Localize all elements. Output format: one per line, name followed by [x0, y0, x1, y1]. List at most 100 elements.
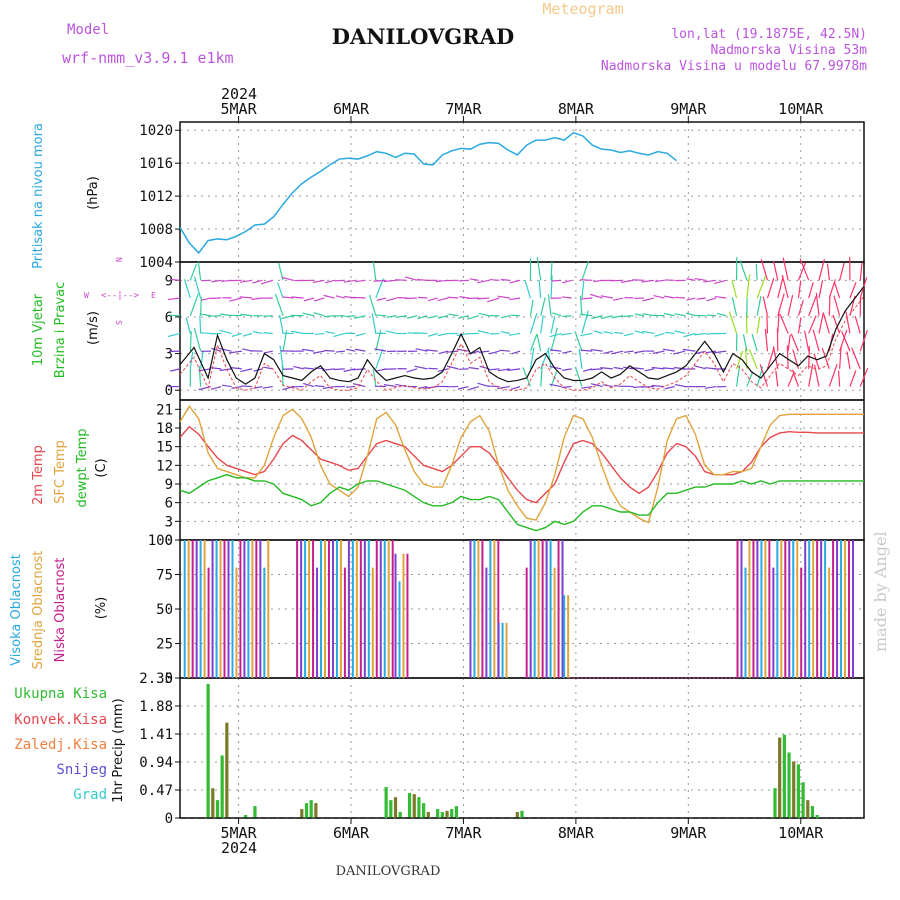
wind-barb — [209, 367, 222, 370]
wind-barb — [425, 349, 438, 352]
wind-barb — [231, 314, 242, 317]
wind-barb — [210, 385, 222, 390]
wind-barb — [579, 295, 583, 316]
wind-barb — [325, 279, 335, 284]
wind-barb — [686, 278, 696, 281]
wind-barb — [760, 259, 769, 281]
wind-barb — [797, 317, 802, 334]
wind-barb — [281, 276, 294, 281]
top-year: 2024 — [221, 85, 257, 103]
wind-barb — [313, 312, 325, 317]
precip-bar — [801, 782, 805, 818]
y-tick-label: 1.41 — [139, 727, 173, 743]
wind-barb — [198, 385, 212, 391]
wind-barb — [415, 348, 428, 352]
wind-barb — [497, 295, 510, 299]
wind-barb — [694, 277, 706, 281]
wind-barb — [448, 313, 459, 317]
wind-barb — [818, 258, 825, 281]
precip-legend-freezing: Zaledj.Kisa — [14, 737, 107, 753]
wind-barb — [540, 297, 546, 316]
wind-legend-n: N — [115, 257, 124, 262]
wind-barb — [241, 385, 253, 388]
wind-barb — [199, 313, 212, 317]
wind-barb — [529, 312, 538, 334]
wind-barb — [486, 297, 500, 303]
precip-bar — [454, 806, 459, 818]
wind-barb — [201, 297, 212, 301]
wind-barb — [841, 331, 851, 352]
wind-barb — [731, 279, 738, 299]
model-label: Model — [67, 22, 109, 38]
wind-gust-line — [179, 295, 865, 391]
y-tick-label: 0 — [165, 533, 173, 549]
wind-barb — [580, 297, 593, 300]
wind-barb — [477, 382, 490, 388]
wind-barb — [468, 366, 479, 370]
precip-bar — [520, 810, 524, 818]
wind-barb — [220, 313, 232, 317]
wind-barb — [551, 279, 562, 282]
wind-barb — [303, 297, 315, 302]
wind-barb — [263, 366, 273, 370]
wind-barb — [581, 310, 589, 334]
precip-bar — [304, 803, 309, 818]
wind-barb — [280, 315, 294, 320]
wind-barb — [263, 332, 273, 335]
wind-barb — [562, 368, 572, 371]
wind-barb — [302, 312, 315, 317]
wind-barb — [662, 367, 675, 370]
wind-barb — [218, 347, 232, 352]
wind-barb — [200, 350, 204, 369]
wind-barb — [427, 297, 438, 302]
wind-barb — [641, 279, 655, 283]
wind-barb — [507, 368, 521, 372]
wind-barb — [808, 315, 817, 334]
cloud-ylabel-3: Niska Oblacnost — [53, 558, 68, 663]
wind-barb — [536, 257, 542, 281]
wind-barb — [764, 328, 769, 352]
wind-barb — [716, 312, 727, 317]
precip-bar — [243, 815, 248, 818]
y-tick-label: 1008 — [139, 222, 173, 238]
wind-barb — [854, 316, 861, 334]
wind-barb — [418, 296, 428, 299]
temp-line-sfc — [179, 404, 864, 524]
wind-barb — [374, 348, 387, 352]
wind-barb — [822, 313, 830, 334]
wind-barb — [552, 312, 562, 317]
wind-barb — [808, 296, 817, 316]
wind-barb — [313, 350, 325, 354]
wind-barb — [797, 262, 807, 281]
wind-barb — [731, 297, 738, 316]
wind-barb — [632, 279, 644, 281]
wind-barb — [313, 297, 325, 302]
wind-barb — [818, 312, 824, 334]
wind-barb — [252, 330, 263, 335]
wind-barb — [772, 346, 779, 369]
wind-barb — [756, 296, 762, 316]
wind-barb — [438, 350, 449, 355]
wind-barb — [278, 314, 284, 334]
wind-barb — [508, 332, 521, 336]
wind-barb — [634, 313, 644, 317]
bottom-date-label: 10MAR — [778, 824, 824, 842]
wind-barb — [467, 315, 480, 320]
pressure-ylabel: Pritisak na nivou mora — [31, 123, 46, 269]
wind-barb — [314, 385, 325, 388]
wind-barb — [562, 350, 572, 354]
wind-barb — [386, 330, 397, 335]
bottom-date-label: 8MAR — [558, 824, 595, 842]
precip-bar — [815, 815, 819, 818]
wind-barb — [611, 350, 624, 355]
y-tick-label: 15 — [156, 440, 173, 456]
wind-barb — [354, 348, 366, 352]
wind-barb — [562, 279, 572, 284]
wind-barb — [791, 369, 799, 387]
y-tick-label: 1020 — [139, 123, 173, 139]
wind-barb — [193, 327, 202, 352]
top-date-label: 10MAR — [778, 100, 824, 118]
wind-barb — [261, 279, 273, 285]
wind-barb — [579, 313, 593, 317]
wind-barb — [849, 282, 857, 299]
